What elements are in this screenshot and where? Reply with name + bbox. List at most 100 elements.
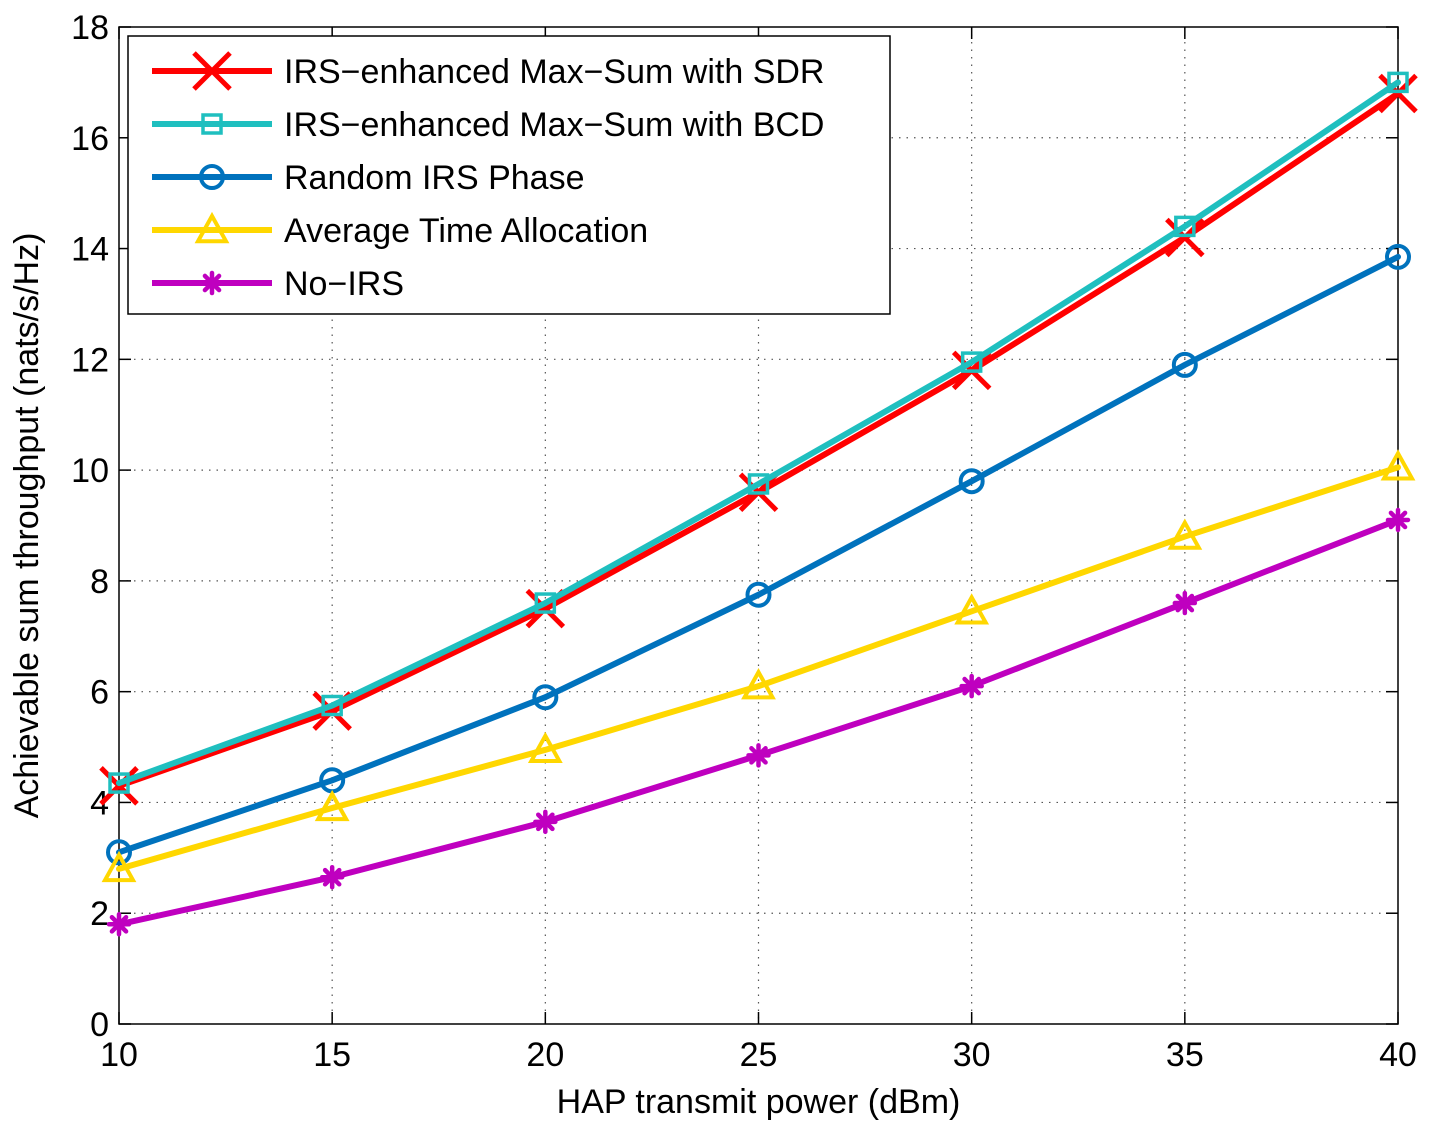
x-axis-label: HAP transmit power (dBm)	[557, 1083, 961, 1121]
series-3	[106, 243, 1411, 866]
data-point	[958, 468, 985, 495]
data-point-marker	[1380, 449, 1416, 481]
series-2	[108, 71, 1409, 794]
x-tick-label: 25	[740, 1036, 778, 1074]
data-point-marker	[1167, 518, 1203, 550]
data-point-marker	[534, 592, 557, 614]
data-point-marker	[1174, 215, 1196, 238]
series-4	[101, 449, 1416, 883]
axes: 10 15 20 25 30 35 40 0 2 4 6 8 10 12 14 16 18	[71, 9, 1417, 1074]
data-point-marker	[958, 468, 985, 495]
data-point-marker	[1171, 351, 1198, 378]
series-line	[116, 516, 1401, 928]
data-point	[108, 772, 130, 794]
x-tick-label: 20	[526, 1036, 564, 1074]
data-point	[527, 731, 563, 764]
legend-item: IRS−enhanced Max−Sum with SDR	[152, 51, 824, 91]
legend-swatch-marker	[194, 211, 230, 244]
data-point	[746, 743, 771, 768]
y-tick-label: 12	[71, 341, 109, 379]
data-point-marker	[962, 676, 981, 696]
y-tick-label: 18	[71, 9, 109, 47]
legend-item: No−IRS	[152, 265, 404, 303]
x-tick-label: 30	[953, 1036, 991, 1074]
y-axis-label: Achievable sum throughput (nats/s/Hz)	[8, 233, 46, 819]
data-point-marker	[745, 581, 772, 608]
data-point	[1385, 507, 1411, 533]
legend-item: Average Time Allocation	[152, 211, 648, 250]
legend-item: IRS−enhanced Max−Sum with BCD	[152, 106, 824, 144]
legend-label: IRS−enhanced Max−Sum with SDR	[284, 53, 824, 91]
data-point	[741, 668, 776, 700]
legend-label: IRS−enhanced Max−Sum with BCD	[284, 106, 824, 144]
data-point	[106, 839, 132, 866]
data-point	[319, 864, 345, 890]
data-point	[1174, 215, 1196, 238]
y-tick-label: 4	[90, 784, 109, 822]
data-point	[533, 809, 558, 835]
legend-label: Average Time Allocation	[284, 212, 648, 250]
data-point-marker	[1388, 510, 1408, 530]
series-line	[116, 253, 1401, 856]
data-point	[106, 912, 132, 937]
legend-swatch-marker	[199, 164, 225, 190]
data-point-marker	[314, 789, 350, 822]
legend-item: Random IRS Phase	[152, 159, 585, 197]
series-5	[106, 507, 1411, 937]
data-point	[534, 592, 557, 614]
y-tick-label: 16	[71, 120, 109, 158]
data-point-marker	[321, 694, 343, 717]
data-point	[745, 581, 772, 608]
data-point-marker	[1165, 217, 1205, 258]
data-point	[1171, 351, 1198, 378]
data-point	[1387, 71, 1409, 94]
series-group	[99, 71, 1418, 937]
data-point	[532, 684, 559, 711]
data-point-marker	[101, 850, 137, 883]
x-tick-label: 40	[1379, 1036, 1417, 1074]
y-tick-label: 8	[90, 563, 109, 601]
x-tick-label: 15	[313, 1036, 351, 1074]
data-point-marker	[747, 473, 770, 495]
y-tick-label: 2	[90, 895, 109, 933]
x-tick-label: 10	[100, 1036, 138, 1074]
data-point-marker	[960, 351, 983, 373]
data-point-marker	[532, 684, 559, 711]
data-point	[1172, 590, 1198, 616]
data-point-marker	[527, 731, 563, 764]
data-point-marker	[322, 867, 342, 887]
data-point	[1165, 217, 1205, 258]
x-tick-label: 35	[1166, 1036, 1204, 1074]
data-point-marker	[1175, 593, 1195, 613]
data-point	[960, 351, 983, 373]
series-line	[116, 79, 1401, 787]
data-point-marker	[749, 746, 768, 765]
data-point-marker	[536, 812, 555, 832]
data-point	[1380, 449, 1416, 481]
data-point	[1167, 518, 1203, 550]
data-point	[1385, 243, 1411, 270]
y-tick-label: 6	[90, 674, 109, 712]
y-tick-label: 10	[71, 452, 109, 490]
data-point-marker	[954, 593, 990, 625]
data-point	[321, 694, 343, 717]
y-tick-label: 0	[90, 1006, 109, 1044]
data-point-marker	[106, 839, 132, 866]
data-point-marker	[1378, 73, 1418, 114]
legend-label: No−IRS	[284, 265, 404, 303]
data-point-marker	[1387, 71, 1409, 94]
legend-swatch-marker	[192, 51, 232, 91]
y-tick-label: 14	[71, 231, 109, 269]
data-point	[954, 593, 990, 625]
data-point-marker	[741, 668, 776, 700]
data-point	[1378, 73, 1418, 114]
data-point	[747, 473, 770, 495]
data-point-marker	[108, 772, 130, 794]
data-point-marker	[109, 914, 129, 934]
data-point-marker	[1385, 243, 1411, 270]
legend-label: Random IRS Phase	[284, 159, 585, 197]
legend-swatch-marker	[201, 113, 223, 135]
data-point	[314, 789, 350, 822]
